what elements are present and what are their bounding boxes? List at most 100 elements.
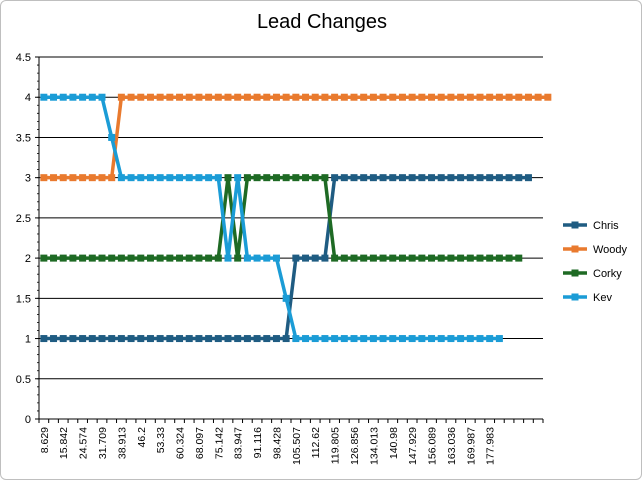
data-point-kev [428,335,436,343]
data-point-chris [176,335,184,343]
data-point-kev [224,254,232,262]
data-point-corky [146,254,154,262]
data-point-kev [311,335,319,343]
data-point-chris [263,335,271,343]
data-point-corky [389,254,397,262]
data-point-woody [127,93,135,101]
data-point-kev [205,174,213,182]
data-point-kev [146,174,154,182]
data-point-chris [476,174,484,182]
data-point-chris [205,335,213,343]
data-point-woody [476,93,484,101]
data-point-woody [302,93,310,101]
x-tick-label: 163.036 [446,427,458,465]
data-point-woody [447,93,455,101]
data-point-chris [243,335,251,343]
data-point-woody [40,174,48,182]
y-tick-label: 3 [25,173,31,185]
data-point-woody [166,93,174,101]
data-point-kev [69,93,77,101]
data-point-woody [495,93,503,101]
data-point-woody [292,93,300,101]
data-point-kev [59,93,67,101]
data-point-chris [272,335,280,343]
data-point-kev [389,335,397,343]
y-tick-label: 2 [25,253,31,265]
data-point-kev [185,174,193,182]
data-point-chris [50,335,58,343]
data-point-chris [292,254,300,262]
data-point-corky [379,254,387,262]
data-point-corky [234,254,242,262]
data-point-kev [243,254,251,262]
data-point-corky [457,254,465,262]
data-point-woody [340,93,348,101]
legend-label-woody: Woody [593,244,628,256]
data-point-kev [466,335,474,343]
data-point-chris [398,174,406,182]
data-point-woody [515,93,523,101]
data-point-kev [272,254,280,262]
data-point-woody [69,174,77,182]
data-point-corky [272,174,280,182]
data-point-kev [408,335,416,343]
data-point-chris [437,174,445,182]
data-point-chris [457,174,465,182]
data-point-kev [321,335,329,343]
data-point-corky [214,254,222,262]
data-point-woody [379,93,387,101]
data-point-corky [340,254,348,262]
data-point-chris [127,335,135,343]
data-point-corky [466,254,474,262]
data-point-kev [98,93,106,101]
data-point-kev [447,335,455,343]
data-point-chris [340,174,348,182]
data-point-chris [369,174,377,182]
data-point-woody [457,93,465,101]
data-point-woody [360,93,368,101]
data-point-kev [263,254,271,262]
x-tick-label: 38.913 [116,427,128,459]
x-tick-label: 46.2 [136,427,148,448]
data-point-corky [369,254,377,262]
data-point-chris [137,335,145,343]
data-point-woody [418,93,426,101]
data-point-woody [505,93,513,101]
data-point-kev [79,93,87,101]
legend-marker-woody [571,245,579,253]
data-point-kev [340,335,348,343]
x-tick-label: 105.507 [291,427,303,465]
data-point-kev [117,174,125,182]
y-tick-label: 3.5 [16,132,31,144]
x-tick-label: 134.013 [368,427,380,465]
data-point-chris [166,335,174,343]
data-point-woody [408,93,416,101]
data-point-kev [214,174,222,182]
data-point-corky [263,174,271,182]
data-point-corky [40,254,48,262]
y-tick-label: 0 [25,414,31,426]
data-point-chris [466,174,474,182]
data-point-woody [331,93,339,101]
data-point-corky [321,174,329,182]
data-point-chris [88,335,96,343]
data-point-chris [505,174,513,182]
data-point-chris [253,335,261,343]
data-point-kev [234,174,242,182]
data-point-chris [495,174,503,182]
data-point-chris [98,335,106,343]
data-point-corky [117,254,125,262]
chart-title: Lead Changes [256,11,388,33]
data-point-woody [98,174,106,182]
data-point-chris [185,335,193,343]
data-point-woody [466,93,474,101]
data-point-corky [205,254,213,262]
data-point-woody [544,93,552,101]
x-tick-label: 8.629 [39,427,51,453]
data-point-chris [515,174,523,182]
data-point-woody [79,174,87,182]
data-point-chris [350,174,358,182]
y-tick-label: 1 [25,334,31,346]
data-point-chris [214,335,222,343]
data-point-corky [311,174,319,182]
